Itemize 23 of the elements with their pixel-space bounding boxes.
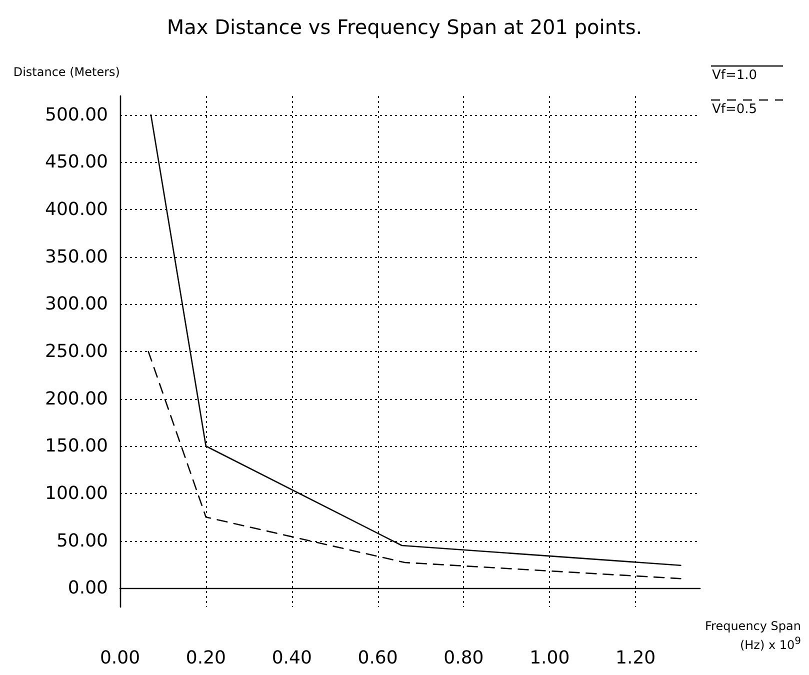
chart-title: Max Distance vs Frequency Span at 201 points. (166, 15, 642, 39)
y-tick-label: 200.00 (45, 388, 108, 410)
text: Vf=1.0 (712, 68, 758, 83)
y-tick-label: 250.00 (45, 341, 108, 362)
y-tick-label: 300.00 (45, 294, 108, 315)
y-tick-label: 450.00 (45, 152, 108, 173)
x-tick-label: 0.20 (186, 648, 226, 668)
y-tick-label: 150.00 (45, 436, 108, 457)
y-tick-label: 100.00 (45, 482, 108, 504)
x-tick-label: 0.60 (358, 648, 398, 668)
y-tick-label: 350.00 (45, 246, 108, 268)
y-tick-label: 0.00 (68, 578, 108, 599)
y-tick-label: 400.00 (45, 199, 108, 220)
y-tick-label: 500.00 (45, 104, 108, 126)
x-tick-label: 1.00 (530, 648, 570, 668)
x-tick-label: 0.80 (444, 648, 484, 668)
x-tick-label: 0.40 (272, 648, 312, 668)
text: Vf=0.5 (712, 102, 758, 117)
y-tick-label: 50.00 (56, 530, 108, 552)
y-axis-title: Distance (Meters) (13, 65, 120, 79)
x-axis-title: Frequency Span (Hz) x 10$^{9}$ (705, 618, 801, 653)
x-tick-label: 1.20 (616, 648, 656, 668)
x-tick-label: 0.00 (100, 648, 140, 668)
